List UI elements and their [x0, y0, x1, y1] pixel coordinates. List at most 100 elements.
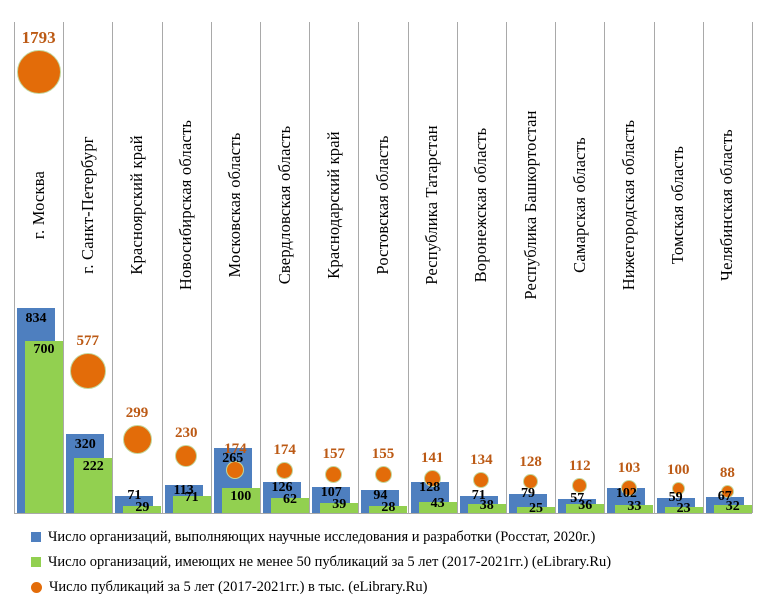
gridline	[112, 22, 114, 513]
green-bar-value-label: 71	[184, 490, 199, 505]
green-bar	[320, 503, 359, 513]
gridline	[161, 22, 163, 513]
publications-bubble	[122, 424, 152, 454]
bubble-value-label: 174	[224, 441, 247, 458]
blue-bar-value-label: 71	[471, 488, 486, 503]
green-bar-value-label: 100	[230, 489, 252, 504]
blue-bar-value-label: 107	[320, 485, 342, 500]
publications-bubble	[325, 465, 343, 483]
blue-bar-value-label: 834	[25, 311, 47, 326]
publications-bubble	[175, 445, 198, 468]
publications-bubble	[572, 477, 588, 493]
gridline	[702, 22, 704, 513]
region-label-text: Воронежская область	[471, 127, 491, 283]
publications-bubble	[374, 466, 392, 484]
region-label-text: Республика Башкортостан	[520, 110, 540, 300]
blue-bar-value-label: 57	[570, 491, 585, 506]
region-label-text: г. Москва	[28, 170, 48, 240]
legend-item-research-orgs: Число организаций, выполняющих научные и…	[31, 528, 611, 546]
publications-bubble	[473, 472, 490, 489]
green-bar	[517, 507, 555, 513]
gridline	[14, 22, 15, 513]
bubble-value-label: 157	[322, 445, 346, 462]
green-bar-value-label: 32	[725, 499, 740, 514]
bubble-value-label: 1793	[21, 27, 56, 47]
publications-bubble	[226, 461, 245, 480]
square-icon	[31, 532, 41, 542]
region-label-text: Краснодарский край	[323, 131, 343, 279]
green-bar	[369, 506, 408, 513]
blue-bar-value-label: 320	[74, 437, 96, 452]
region-label-text: Нижегородская область	[618, 119, 638, 291]
bubble-value-label: 88	[719, 464, 735, 481]
bubble-value-label: 155	[371, 446, 395, 463]
green-bar-value-label: 39	[332, 497, 347, 512]
bubble-value-label: 577	[76, 333, 100, 350]
gridline	[653, 22, 655, 513]
bubble-bar-chart: г. Москва 834 700 1793 г. Санкт-Петербург 320…	[14, 22, 753, 516]
square-icon	[31, 557, 41, 567]
bubble-value-label: 174	[273, 441, 296, 458]
bubble-value-label: 128	[519, 454, 542, 470]
publications-bubble	[16, 49, 61, 94]
blue-bar-value-label: 128	[419, 480, 441, 495]
gridline	[260, 22, 261, 513]
gridline	[555, 22, 557, 513]
region-label-text: Московская область	[225, 132, 245, 278]
bubble-value-label: 230	[174, 425, 198, 442]
region-label-text: г. Санкт-Петербург	[77, 136, 97, 274]
region-label-text: Томская область	[668, 145, 688, 265]
region-label-text: Республика Татарстан	[422, 125, 442, 285]
bubble-value-label: 100	[666, 461, 690, 478]
category-axis-line	[14, 513, 752, 514]
green-bar	[467, 504, 506, 513]
publications-bubble	[276, 461, 294, 479]
legend-item-publishing-orgs: Число организаций, имеющих не менее 50 п…	[31, 553, 611, 571]
bubble-value-label: 141	[420, 449, 444, 466]
gridline	[506, 22, 507, 513]
region-label-text: Ростовская область	[372, 135, 392, 275]
green-bar	[615, 505, 654, 513]
green-bar-value-label: 43	[430, 496, 445, 511]
region-label-text: Новосибирская область	[176, 119, 196, 291]
green-bar-value-label: 33	[627, 499, 642, 514]
green-bar	[664, 507, 703, 513]
bubble-value-label: 112	[568, 457, 591, 474]
green-bar	[123, 506, 162, 513]
green-bar-value-label: 25	[529, 501, 543, 516]
green-bar	[713, 505, 752, 513]
green-bar-value-label: 38	[479, 498, 494, 513]
gridline	[309, 22, 311, 513]
green-bar	[221, 488, 260, 513]
legend-label-publications: Число публикаций за 5 лет (2017-2021гг.)…	[49, 579, 428, 595]
blue-bar-value-label: 126	[271, 480, 293, 495]
blue-bar-value-label: 113	[173, 483, 194, 498]
bubble-value-label: 299	[125, 404, 149, 421]
blue-bar-value-label: 94	[373, 488, 388, 503]
green-bar-value-label: 23	[676, 501, 691, 516]
region-label-text: Челябинская область	[717, 129, 737, 281]
gridline	[358, 22, 360, 513]
blue-bar-value-label: 265	[222, 451, 244, 466]
gridline	[604, 22, 606, 513]
publications-bubble	[621, 479, 637, 496]
publications-bubble	[523, 474, 539, 489]
bubble-value-label: 103	[617, 459, 641, 476]
blue-bar-value-label: 102	[615, 486, 637, 501]
publications-bubble	[69, 353, 106, 390]
publications-bubble	[720, 484, 734, 498]
publications-bubble	[423, 469, 441, 487]
green-bar-value-label: 222	[82, 459, 104, 474]
green-bar-value-label: 29	[135, 500, 150, 515]
publications-bubble	[671, 481, 685, 495]
blue-bar-value-label: 67	[717, 489, 732, 504]
green-bar	[172, 496, 211, 513]
green-bar-value-label: 36	[578, 498, 593, 513]
legend-label-research-orgs: Число организаций, выполняющих научные и…	[48, 529, 596, 545]
green-bar	[566, 504, 605, 513]
green-bar-value-label: 700	[33, 342, 55, 357]
blue-bar-value-label: 59	[668, 490, 683, 505]
circle-icon	[31, 581, 42, 593]
green-bar	[418, 502, 457, 513]
chart-legend: Число организаций, выполняющих научные и…	[31, 528, 611, 603]
